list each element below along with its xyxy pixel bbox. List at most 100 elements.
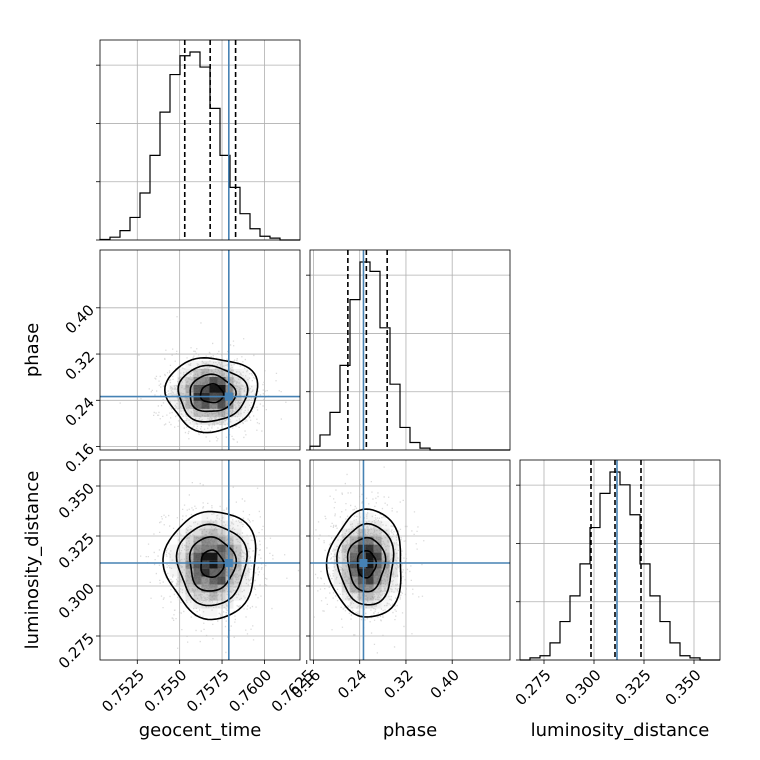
density-cell xyxy=(233,568,242,577)
density-cell xyxy=(373,584,382,593)
xtick-label-geocent_time-0: 0.7525 xyxy=(98,666,148,716)
histogram-geocent_time xyxy=(99,51,300,241)
density-cell xyxy=(233,408,242,417)
density-cell xyxy=(209,384,218,393)
density-cell xyxy=(193,600,202,609)
contour-geocent_time-vs-phase-1 xyxy=(189,373,237,413)
panel-frame-phase-vs-luminosity_distance xyxy=(309,459,511,661)
density-cell xyxy=(241,552,250,561)
contour-phase-vs-luminosity_distance-1 xyxy=(346,536,387,593)
density-cell xyxy=(381,584,390,593)
density-cell xyxy=(193,376,202,385)
contour-geocent_time-vs-luminosity_distance-3 xyxy=(162,510,257,621)
density-cell xyxy=(193,536,202,545)
density-cell xyxy=(169,544,178,553)
density-cell xyxy=(217,368,226,377)
density-cell xyxy=(233,536,242,545)
density-cell xyxy=(217,360,226,369)
density-cell xyxy=(381,536,390,545)
density-cell xyxy=(349,592,358,601)
density-cell xyxy=(249,384,258,393)
density-cell xyxy=(341,552,350,561)
density-cell xyxy=(357,528,366,537)
density-cell xyxy=(341,592,350,601)
density-cell xyxy=(185,560,194,569)
xtick-label-luminosity_distance-2: 0.325 xyxy=(612,666,655,709)
density-cell xyxy=(193,560,202,569)
density-cell xyxy=(169,552,178,561)
ytick-label-luminosity_distance-0: 0.275 xyxy=(55,629,98,672)
density-cell xyxy=(373,576,382,585)
density-cell xyxy=(365,560,374,569)
density-cell xyxy=(217,552,226,561)
density-cell xyxy=(217,416,226,425)
density-cell xyxy=(333,552,342,561)
density-cell xyxy=(185,576,194,585)
density-cell xyxy=(233,400,242,409)
density-cell xyxy=(185,536,194,545)
density-cell xyxy=(177,408,186,417)
density-cell xyxy=(357,552,366,561)
density-cell xyxy=(209,400,218,409)
density-cell xyxy=(201,408,210,417)
density-cell xyxy=(193,368,202,377)
density-cell xyxy=(201,544,210,553)
density-cell xyxy=(233,520,242,529)
panel-frame-geocent_time-vs-phase xyxy=(99,249,301,451)
density-cell xyxy=(357,576,366,585)
density-cell xyxy=(217,528,226,537)
panel-frame-hist-luminosity_distance xyxy=(519,459,721,661)
density-cell xyxy=(241,368,250,377)
contour-geocent_time-vs-luminosity_distance-0 xyxy=(200,549,226,578)
density-cell xyxy=(177,368,186,377)
density-cell xyxy=(357,536,366,545)
density-cell xyxy=(201,416,210,425)
density-cell xyxy=(233,384,242,393)
density-cell xyxy=(217,544,226,553)
ytick-label-luminosity_distance-3: 0.350 xyxy=(55,479,98,522)
density-cell xyxy=(185,376,194,385)
ytick-label-luminosity_distance-2: 0.325 xyxy=(55,529,98,572)
density-cell xyxy=(185,360,194,369)
density-cell xyxy=(381,600,390,609)
density-cell xyxy=(193,576,202,585)
xtick-label-phase-2: 0.32 xyxy=(380,666,416,702)
density-cell xyxy=(193,568,202,577)
density-cell xyxy=(177,576,186,585)
density-cell xyxy=(209,584,218,593)
density-cell xyxy=(357,608,366,617)
density-cell xyxy=(209,360,218,369)
density-cell xyxy=(185,400,194,409)
density-cell xyxy=(349,568,358,577)
density-cell xyxy=(365,592,374,601)
ytick-label-phase-2: 0.32 xyxy=(62,347,98,383)
contour-phase-vs-luminosity_distance-0 xyxy=(356,550,378,579)
density-cell xyxy=(177,544,186,553)
density-cell xyxy=(333,544,342,553)
x-axis-label-phase: phase xyxy=(383,720,437,741)
density-cell xyxy=(217,520,226,529)
density-cell xyxy=(209,376,218,385)
density-cell xyxy=(233,544,242,553)
density-cell xyxy=(373,528,382,537)
density-cell xyxy=(217,408,226,417)
density-cell xyxy=(201,368,210,377)
density-cell xyxy=(209,512,218,521)
xtick-label-luminosity_distance-1: 0.300 xyxy=(562,666,605,709)
density-cell xyxy=(349,584,358,593)
density-cell xyxy=(333,568,342,577)
density-cell xyxy=(217,568,226,577)
xtick-label-geocent_time-3: 0.7600 xyxy=(225,666,275,716)
density-cell xyxy=(217,576,226,585)
density-cell xyxy=(233,560,242,569)
density-cell xyxy=(217,592,226,601)
panel-frame-hist-geocent_time xyxy=(99,39,301,241)
density-cell xyxy=(217,400,226,409)
density-cell xyxy=(365,552,374,561)
density-cell xyxy=(177,528,186,537)
density-cell xyxy=(373,592,382,601)
ytick-label-luminosity_distance-1: 0.300 xyxy=(55,579,98,622)
density-cell xyxy=(209,552,218,561)
density-cell xyxy=(209,560,218,569)
density-cell xyxy=(389,568,398,577)
